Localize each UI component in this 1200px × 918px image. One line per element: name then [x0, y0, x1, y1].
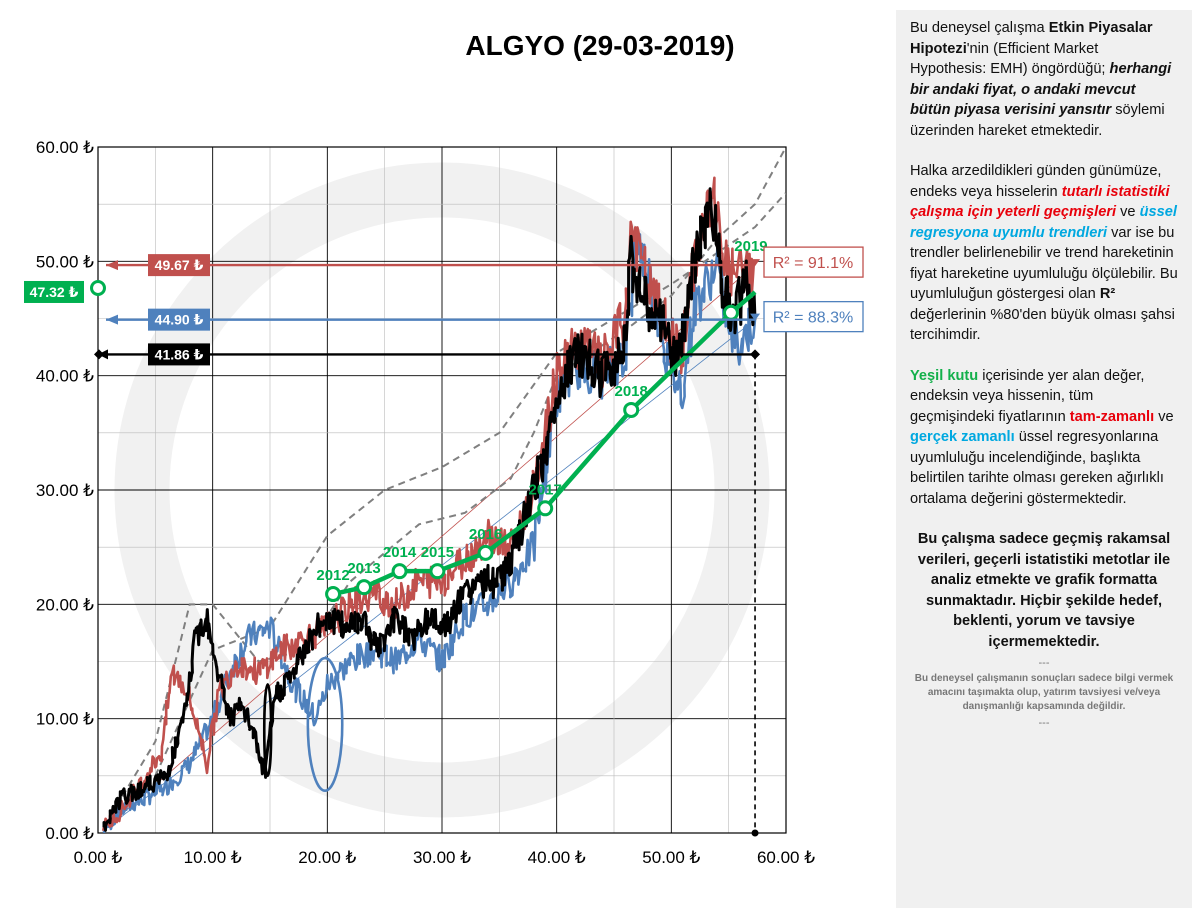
green-value-marker	[90, 279, 106, 296]
grey-dashed-line	[102, 147, 786, 828]
level-arrow-red	[106, 260, 118, 271]
label-black-box	[148, 343, 210, 366]
year-label: 2012	[316, 567, 349, 584]
x-tick-label: 50.00 ₺	[642, 848, 700, 867]
p2-text-a: Halka arzedildikleri günden günümüze, en…	[910, 163, 1162, 200]
label-blue-text: 44.90 ₺	[155, 312, 204, 328]
loop-blue	[306, 656, 344, 792]
r2-box-red	[763, 246, 864, 278]
p1-text-a: Bu deneysel çalışma	[910, 20, 1049, 36]
p2-text-d: üssel regresyona uyumlu trendleri	[910, 204, 1177, 241]
paragraph-emh: Bu deneysel çalışma Etkin Piyasalar Hipo…	[910, 18, 1178, 141]
p2-text-g: değerlerinin %80'den büyük olması şahsi …	[910, 306, 1175, 344]
level-diamond-start	[94, 349, 104, 360]
year-label: 2014	[383, 544, 417, 561]
plot-border	[97, 146, 787, 834]
year-marker	[391, 563, 408, 580]
y-tick-label: 60.00 ₺	[36, 138, 94, 157]
p3-text-f: üssel regresyonlarına uyumluluğu incelen…	[910, 429, 1164, 507]
year-marker	[477, 544, 494, 561]
paragraph-notice: Bu çalışma sadece geçmiş rakamsal verile…	[917, 531, 1171, 650]
chart-grid	[97, 146, 787, 834]
p1-text-c: 'nin (Efficient Market Hypothesis: EMH) …	[910, 40, 1110, 78]
x-tick-label: 10.00 ₺	[184, 848, 242, 867]
disclaimer: Bu deneysel çalışmanın sonuçları sadece …	[914, 673, 1174, 712]
p3-text-e: gerçek zamanlı	[910, 429, 1015, 445]
chart-area: 0.00 ₺ 10.00 ₺ 20.00 ₺ 30.00 ₺ 40.00 ₺ 50.00 …	[24, 30, 864, 867]
label-green-box	[24, 280, 84, 303]
y-tick-label: 20.00 ₺	[36, 595, 94, 614]
y-tick-label: 50.00 ₺	[36, 252, 94, 271]
year-label: 2019	[734, 238, 767, 255]
series-price	[102, 187, 757, 832]
chart-title: ALGYO (29-03-2019)	[465, 30, 735, 61]
r2-box-blue	[763, 300, 864, 333]
side-panel: Bu deneysel çalışma Etkin Piyasalar Hipo…	[896, 10, 1192, 908]
y-tick-label: 30.00 ₺	[36, 481, 94, 500]
label-blue-box	[148, 308, 210, 331]
level-arrow-blue	[106, 314, 118, 325]
label-black-text: 41.86 ₺	[155, 346, 204, 362]
p1-text-e: söylemi üzerinden hareket etmektedir.	[910, 102, 1165, 139]
value-labels: 49.67 ₺ 44.90 ₺ 41.86 ₺ 47.32 ₺ R² = 91.1% R²…	[24, 246, 864, 366]
x-tick-label: 40.00 ₺	[528, 848, 586, 867]
p2-text-c: ve	[1116, 204, 1140, 220]
level-end-marker-red	[750, 259, 761, 267]
p3-text-c: tam-zamanlı	[1069, 408, 1155, 425]
x-tick-label: 60.00 ₺	[757, 848, 815, 867]
label-red-box	[148, 254, 210, 277]
vertical-line-end	[751, 829, 759, 837]
year-label: 2013	[347, 560, 380, 577]
r2-text-red: R² = 91.1%	[773, 255, 853, 272]
year-marker	[325, 586, 342, 603]
y-tick-label: 10.00 ₺	[36, 710, 94, 729]
p3-text-d: ve	[1154, 408, 1174, 425]
p1-text-d: herhangi bir andaki fiyat, o andaki mevc…	[910, 61, 1172, 118]
r2-text-blue: R² = 88.3%	[773, 310, 853, 327]
year-marker	[356, 579, 373, 596]
tick-labels: 0.00 ₺ 10.00 ₺ 20.00 ₺ 30.00 ₺ 40.00 ₺ 50.00 …	[36, 138, 815, 867]
loop-black	[262, 683, 273, 778]
x-tick-label: 20.00 ₺	[298, 848, 356, 867]
divider-top: ---	[1038, 657, 1050, 669]
y-tick-label: 0.00 ₺	[45, 824, 94, 843]
x-tick-label: 30.00 ₺	[413, 848, 471, 867]
paragraph-trend: Halka arzedildikleri günden günümüze, en…	[910, 161, 1178, 346]
trend-line-red	[103, 264, 756, 830]
x-tick-label: 0.00 ₺	[74, 848, 123, 867]
year-marker	[623, 401, 640, 418]
p3-text-a: Yeşil kutu	[910, 367, 979, 384]
paragraph-green-box: Yeşil kutu içerisinde yer alan değer, en…	[910, 366, 1178, 510]
year-marker	[722, 304, 739, 321]
year-label: 2016	[469, 526, 502, 543]
divider-bottom: ---	[1038, 717, 1050, 729]
year-marker	[429, 563, 446, 580]
series-group	[101, 147, 786, 833]
year-label: 2018	[615, 383, 648, 400]
year-marker	[537, 500, 554, 517]
p2-text-b: tutarlı istatistiki çalışma için yeterli…	[910, 183, 1170, 221]
year-label: 2017	[529, 481, 562, 498]
p3-text-b: içerisinde yer alan değer, endeksin veya…	[910, 367, 1145, 425]
level-end-marker-blue	[750, 313, 761, 321]
p2-text-f: R²	[1099, 286, 1116, 302]
y-tick-label: 40.00 ₺	[36, 367, 94, 386]
label-red-text: 49.67 ₺	[155, 257, 204, 273]
p2-text-e: var ise bu trendler belirlenebilir ve tr…	[910, 224, 1178, 303]
label-green-text: 47.32 ₺	[30, 284, 79, 300]
p1-text-b: Etkin Piyasalar Hipotezi	[910, 20, 1153, 57]
year-label: 2015	[421, 544, 454, 561]
chart-svg: 0.00 ₺ 10.00 ₺ 20.00 ₺ 30.00 ₺ 40.00 ₺ 50.00 …	[24, 138, 864, 867]
